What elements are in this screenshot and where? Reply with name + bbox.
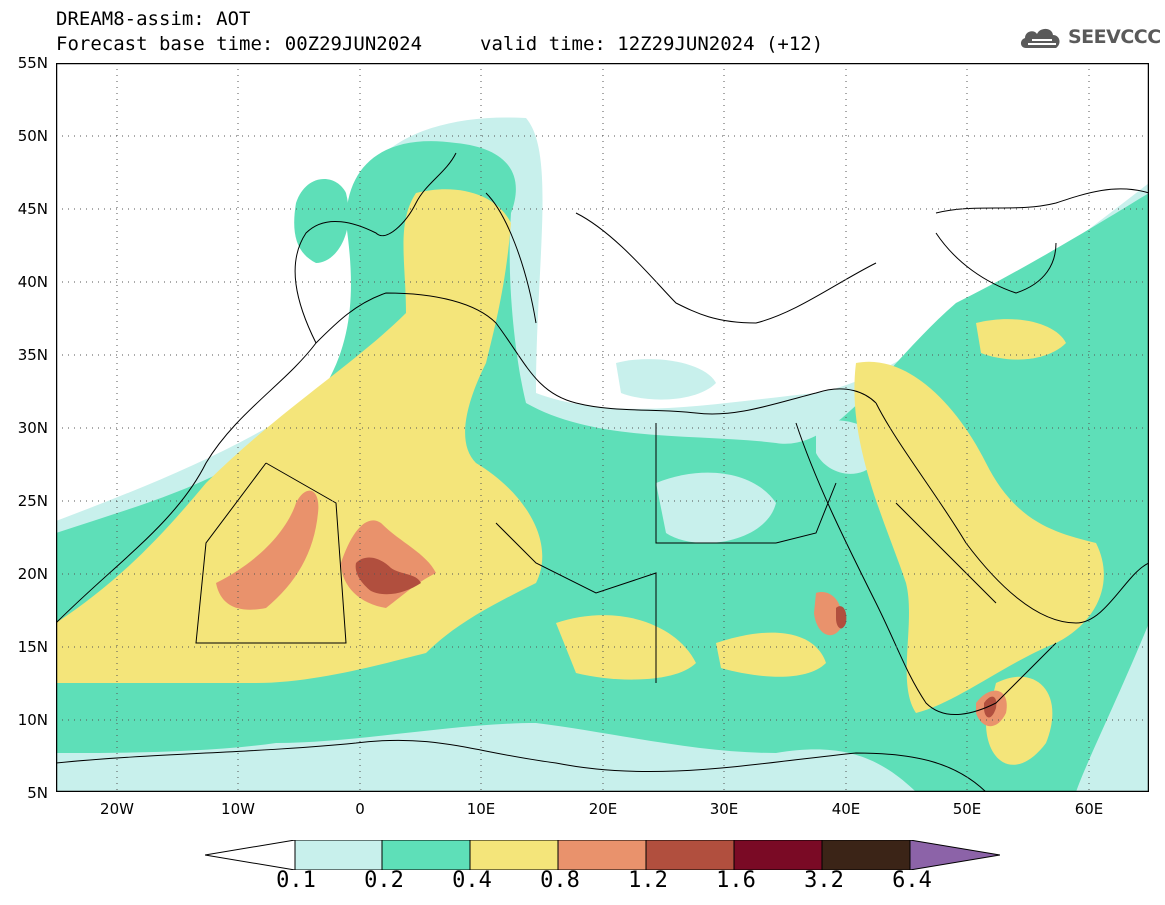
colorbar-high-arrow	[909, 840, 1000, 870]
aot-map-canvas	[56, 63, 1149, 792]
lat-label: 30N	[17, 419, 48, 437]
lon-label: 50E	[952, 800, 982, 818]
colorbar-label: 6.4	[892, 868, 932, 893]
lon-label: 40E	[831, 800, 861, 818]
colorbar-swatch	[557, 840, 647, 870]
lon-label: 10W	[221, 800, 255, 818]
colorbar-label: 1.6	[716, 868, 756, 893]
valid-time: valid time: 12Z29JUN2024 (+12)	[480, 33, 824, 55]
map-title: DREAM8-assim: AOT	[56, 8, 251, 30]
lat-label: 15N	[17, 638, 48, 656]
lon-label: 10E	[466, 800, 496, 818]
colorbar-label: 0.2	[364, 868, 404, 893]
colorbar-low-arrow	[205, 840, 296, 870]
seevccc-logo: SEEVCCC	[1018, 22, 1161, 54]
base-time: Forecast base time: 00Z29JUN2024	[56, 33, 423, 55]
aot-contour-0.1-holes	[406, 359, 878, 543]
lat-label: 10N	[17, 711, 48, 729]
colorbar-swatch	[645, 840, 735, 870]
colorbar-swatch	[733, 840, 823, 870]
coastlines	[56, 152, 1149, 792]
lat-label: 45N	[17, 200, 48, 218]
lon-label: 60E	[1074, 800, 1104, 818]
lat-label: 50N	[17, 127, 48, 145]
colorbar-label: 1.2	[628, 868, 668, 893]
map-frame	[56, 63, 1149, 792]
cloud-icon	[1020, 28, 1060, 48]
colorbar-label: 0.1	[276, 868, 316, 893]
colorbar-swatch	[821, 840, 911, 870]
colorbar-swatch	[469, 840, 559, 870]
lat-label: 20N	[17, 565, 48, 583]
colorbar-swatch	[294, 840, 383, 870]
aot-contour-1.2	[355, 557, 997, 718]
logo-text: SEEVCCC	[1068, 26, 1161, 48]
gridlines	[56, 63, 1149, 792]
lat-label: 40N	[17, 273, 48, 291]
lon-label: 0	[355, 800, 365, 818]
lat-label: 35N	[17, 346, 48, 364]
lat-label: 55N	[17, 54, 48, 72]
lon-label: 20E	[588, 800, 618, 818]
lat-label: 25N	[17, 492, 48, 510]
colorbar-label: 3.2	[804, 868, 844, 893]
aot-map	[56, 63, 1149, 792]
colorbar-label: 0.4	[452, 868, 492, 893]
lon-label: 30E	[709, 800, 739, 818]
lat-label: 5N	[27, 784, 48, 802]
lon-label: 20W	[100, 800, 134, 818]
colorbar-label: 0.8	[540, 868, 580, 893]
colorbar-swatch	[381, 840, 471, 870]
colorbar	[205, 840, 1000, 870]
